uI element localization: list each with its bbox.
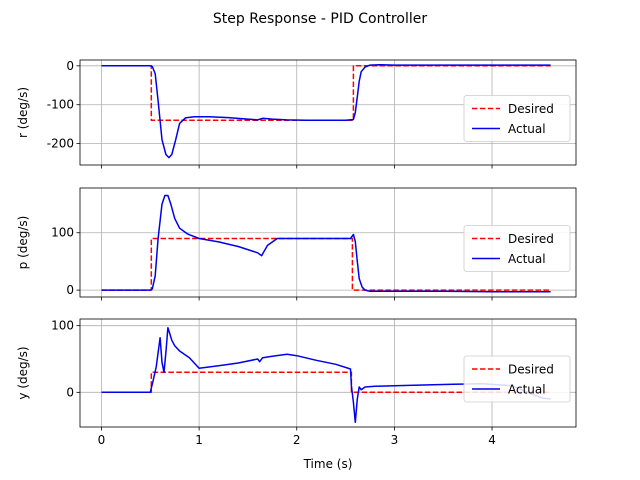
x-tick-label: 1 xyxy=(195,433,203,447)
legend: Desired Actual xyxy=(463,355,571,403)
axes-frame xyxy=(79,318,577,428)
legend-label-desired: Desired xyxy=(508,363,554,377)
legend-label-actual: Actual xyxy=(508,383,546,397)
legend: Desired Actual xyxy=(463,95,571,142)
figure-title: Step Response - PID Controller xyxy=(213,11,427,27)
subplot-3: 0 1 2 3 4 0 100 y (deg/s) Time (s) Desired Actual xyxy=(16,318,577,471)
series-group xyxy=(101,63,551,159)
series-line-actual xyxy=(101,194,551,293)
axes-frame xyxy=(79,187,577,298)
x-axis-label: Time (s) xyxy=(303,457,353,471)
y-axis-label: r (deg/s) xyxy=(16,87,30,138)
x-tick-label: 0 xyxy=(98,433,106,447)
series-line-actual xyxy=(101,63,551,159)
x-tick-label: 4 xyxy=(488,433,496,447)
subplot-2: 0 100 p (deg/s) Desired Actual xyxy=(16,187,577,301)
y-tick-label: 100 xyxy=(51,319,74,333)
legend-label-actual: Actual xyxy=(508,122,546,136)
y-tick-label: -100 xyxy=(47,98,74,112)
y-axis-label: p (deg/s) xyxy=(16,216,30,270)
x-tick-label: 2 xyxy=(293,433,301,447)
y-tick-label: 100 xyxy=(51,226,74,240)
legend-label-desired: Desired xyxy=(508,102,554,116)
legend-label-actual: Actual xyxy=(508,252,546,266)
series-line-actual xyxy=(101,326,551,424)
y-tick-label: 0 xyxy=(66,283,74,297)
legend-label-desired: Desired xyxy=(508,232,554,246)
x-tick-label: 3 xyxy=(391,433,399,447)
series-group xyxy=(101,194,551,293)
legend: Desired Actual xyxy=(463,225,571,272)
y-tick-label: -200 xyxy=(47,137,74,151)
subplot-1: 0 -100 -200 r (deg/s) Desired Actual xyxy=(16,59,577,169)
series-group xyxy=(101,326,551,424)
legend-box xyxy=(463,355,571,403)
legend-box xyxy=(463,95,571,142)
y-tick-label: 0 xyxy=(66,385,74,399)
legend-box xyxy=(463,225,571,272)
y-axis-label: y (deg/s) xyxy=(16,346,30,399)
axes-frame xyxy=(79,59,577,166)
y-tick-label: 0 xyxy=(66,59,74,73)
